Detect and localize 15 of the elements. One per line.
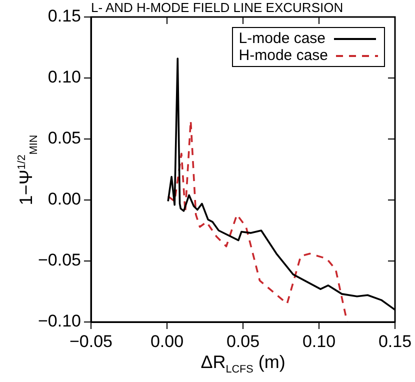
x-tick-label: 0.05 [226,332,260,351]
x-tick-label: 0.10 [302,332,336,351]
x-tick-label: 0.15 [378,332,412,351]
y-tick-label: 0.00 [48,190,81,209]
y-tick-label: −0.10 [38,312,81,331]
x-tick-label: −0.05 [69,332,113,351]
y-tick-label: 0.05 [48,128,81,148]
legend-label: L-mode case [238,30,326,47]
chart-title: L- AND H-MODE FIELD LINE EXCURSION [91,0,344,15]
y-tick-label: 0.10 [48,68,81,87]
x-axis-title: ΔR$_{LCFS}$ (m) [200,352,286,376]
y-tick-label: −0.05 [38,250,81,270]
y-tick-label: 0.15 [48,6,81,26]
x-tick-label: 0.00 [150,332,184,351]
legend-label: H-mode case [238,47,328,64]
